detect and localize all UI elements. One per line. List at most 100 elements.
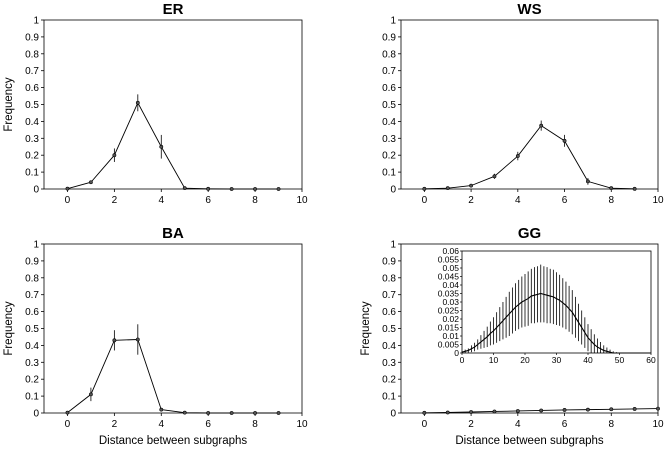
inset-x-tick-label: 30 xyxy=(552,355,562,365)
series-point xyxy=(182,410,187,415)
x-tick-label: 2 xyxy=(468,419,474,430)
panel-title: WS xyxy=(517,1,541,18)
y-tick-label: 0 xyxy=(390,409,396,420)
inset-y-tick-label: 0.015 xyxy=(438,323,460,333)
y-tick-label: 0.4 xyxy=(382,341,396,352)
x-tick-label: 0 xyxy=(422,195,428,206)
y-tick-label: 0.2 xyxy=(382,375,396,386)
series-point xyxy=(276,411,281,415)
x-tick-label: 10 xyxy=(296,195,308,206)
y-tick-label: 0.5 xyxy=(382,100,396,111)
plot-frame xyxy=(43,243,303,414)
y-tick-label: 0 xyxy=(33,409,39,420)
series-point xyxy=(586,179,590,184)
series-point xyxy=(469,183,473,188)
x-tick-label: 4 xyxy=(515,419,521,430)
plot-frame xyxy=(43,19,303,190)
inset-x-tick-label: 60 xyxy=(646,355,656,365)
series-point xyxy=(229,187,234,191)
series-point xyxy=(182,186,187,191)
series-point xyxy=(206,186,211,191)
series-point xyxy=(253,411,257,415)
y-tick-label: 0.8 xyxy=(382,273,396,284)
y-tick-label: 0.6 xyxy=(382,83,396,94)
series-point xyxy=(609,186,614,191)
y-tick-label: 0.4 xyxy=(25,341,39,352)
y-axis-label: Frequency xyxy=(3,77,15,132)
y-tick-label: 0.6 xyxy=(382,307,396,318)
y-tick-label: 0.1 xyxy=(382,392,396,403)
series-point xyxy=(206,411,211,415)
panel-title: ER xyxy=(163,1,184,18)
x-tick-label: 10 xyxy=(652,419,664,430)
y-tick-label: 0 xyxy=(33,185,39,196)
series-point xyxy=(422,410,427,415)
x-axis-label: Distance between subgraphs xyxy=(99,435,248,447)
y-tick-label: 1 xyxy=(33,16,39,27)
x-tick-label: 4 xyxy=(515,195,521,206)
y-tick-label: 0.9 xyxy=(25,32,39,43)
series-point xyxy=(89,180,93,185)
series-point xyxy=(632,186,637,191)
y-tick-label: 0.8 xyxy=(382,49,396,60)
y-tick-label: 0.3 xyxy=(382,134,396,145)
x-tick-label: 0 xyxy=(65,419,71,430)
x-tick-label: 10 xyxy=(652,195,664,206)
series-point xyxy=(229,411,234,415)
inset-x-tick-label: 50 xyxy=(615,355,625,365)
series-point xyxy=(445,186,450,191)
x-tick-label: 8 xyxy=(252,195,258,206)
inset-y-tick-label: 0.02 xyxy=(442,314,459,324)
series-point xyxy=(492,174,497,179)
series-point xyxy=(276,187,281,191)
inset-y-tick-label: 0.05 xyxy=(442,263,459,273)
series-point xyxy=(632,407,637,411)
series-point xyxy=(515,409,520,413)
x-tick-label: 8 xyxy=(608,195,614,206)
y-tick-label: 0.5 xyxy=(25,324,39,335)
x-tick-label: 10 xyxy=(296,419,308,430)
inset-plot: 00.0050.010.0150.020.0250.030.0350.040.0… xyxy=(438,246,656,365)
inset-y-tick-label: 0.005 xyxy=(438,340,460,350)
x-tick-label: 8 xyxy=(252,419,258,430)
y-tick-label: 0.3 xyxy=(382,358,396,369)
y-tick-label: 0.7 xyxy=(382,290,396,301)
series-point xyxy=(445,410,450,415)
y-tick-label: 0.7 xyxy=(25,290,39,301)
x-tick-label: 6 xyxy=(562,419,568,430)
x-tick-label: 6 xyxy=(205,419,211,430)
y-tick-label: 0.9 xyxy=(25,256,39,267)
y-tick-label: 0.8 xyxy=(25,49,39,60)
y-tick-label: 0.5 xyxy=(25,100,39,111)
y-tick-label: 0.6 xyxy=(25,307,39,318)
inset-y-tick-label: 0.035 xyxy=(438,289,460,299)
series-point xyxy=(253,187,257,191)
x-tick-label: 2 xyxy=(112,195,118,206)
y-axis-label: Frequency xyxy=(3,301,15,356)
inset-x-tick-label: 20 xyxy=(520,355,530,365)
x-tick-label: 6 xyxy=(205,195,211,206)
y-tick-label: 0.3 xyxy=(25,358,39,369)
x-tick-label: 0 xyxy=(422,419,428,430)
y-tick-label: 0.1 xyxy=(382,168,396,179)
series-line xyxy=(67,339,279,414)
inset-y-tick-label: 0.025 xyxy=(438,306,460,316)
y-tick-label: 0.9 xyxy=(382,32,396,43)
series-point xyxy=(539,123,544,128)
series-line xyxy=(67,101,279,190)
series-point xyxy=(586,407,590,412)
x-tick-label: 2 xyxy=(112,419,118,430)
series-point xyxy=(515,154,520,158)
series-point xyxy=(135,337,140,342)
plot-frame xyxy=(400,19,659,190)
y-tick-label: 0.5 xyxy=(382,324,396,335)
x-tick-label: 8 xyxy=(608,419,614,430)
series-point xyxy=(159,407,164,412)
y-tick-label: 1 xyxy=(390,16,396,27)
y-tick-label: 0 xyxy=(390,185,396,196)
series-point xyxy=(89,392,93,397)
y-tick-label: 0.4 xyxy=(25,117,39,128)
